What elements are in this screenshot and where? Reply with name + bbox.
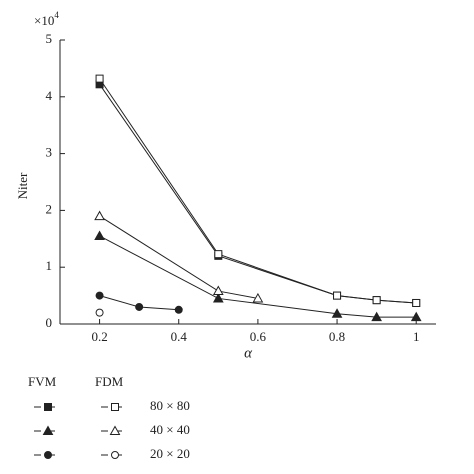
legend-header: FVM [28, 374, 57, 389]
legend-marker [42, 425, 54, 435]
multiplier-exponent: 4 [54, 10, 59, 20]
y-axis-label: Niter [15, 172, 30, 199]
series-line [99, 215, 258, 299]
data-point [212, 292, 224, 303]
legend-header: FDM [95, 374, 124, 389]
data-point [94, 210, 105, 221]
data-point [372, 296, 381, 305]
data-point [95, 291, 104, 300]
data-point [135, 302, 144, 311]
data-point [410, 311, 422, 322]
data-point [212, 285, 224, 296]
legend-marker [109, 425, 121, 435]
x-tick-label: 0.2 [91, 329, 107, 344]
y-multiplier: ×104 [34, 10, 59, 28]
legend-marker [44, 403, 52, 411]
data-point [333, 291, 342, 300]
data-point [94, 230, 105, 240]
x-tick-label: 0.8 [329, 329, 345, 344]
data-point [214, 250, 223, 259]
data-point [412, 298, 421, 307]
y-tick-label: 5 [46, 31, 53, 46]
data-point [371, 311, 382, 322]
data-point [174, 305, 183, 314]
x-tick-label: 1 [413, 329, 420, 344]
y-tick-label: 3 [46, 145, 53, 160]
series-line [99, 84, 417, 304]
x-tick-label: 0.6 [250, 329, 267, 344]
x-tick-label: 0.4 [171, 329, 188, 344]
legend-marker [111, 403, 119, 411]
multiplier-base: ×10 [34, 13, 54, 28]
legend-marker [44, 451, 52, 459]
data-point [331, 308, 343, 318]
series-line [99, 235, 417, 318]
data-point [95, 308, 104, 317]
y-tick-label: 4 [46, 88, 53, 103]
legend-label: 40 × 40 [150, 422, 190, 437]
legend-marker [111, 451, 119, 459]
y-tick-label: 2 [46, 201, 53, 216]
data-point [95, 74, 104, 83]
data-point [252, 292, 264, 303]
legend-label: 80 × 80 [150, 398, 190, 413]
y-tick-label: 1 [46, 258, 53, 273]
x-axis-label: α [244, 345, 253, 361]
legend-label: 20 × 20 [150, 446, 190, 461]
y-tick-label: 0 [46, 315, 53, 330]
